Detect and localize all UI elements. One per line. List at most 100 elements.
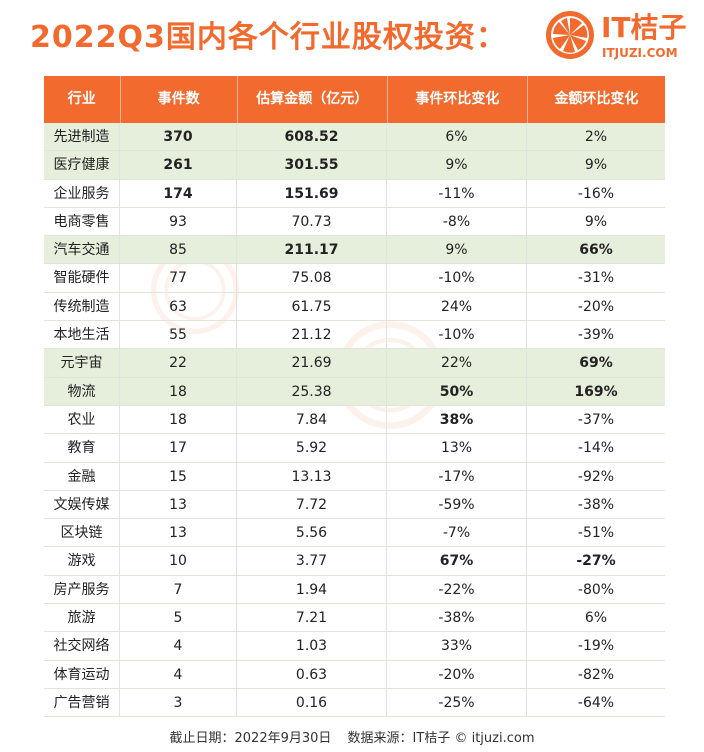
table-row: 文娱传媒 13 7.72 -59% -38% (44, 490, 665, 520)
cell-amount: 7.21 (237, 604, 387, 632)
cell-events: 370 (120, 123, 237, 151)
cell-amount: 3.77 (237, 547, 387, 575)
column-header-event-change: 事件环比变化 (388, 76, 528, 123)
cell-industry: 元宇宙 (44, 349, 120, 377)
cell-industry: 先进制造 (44, 123, 120, 151)
cell-events: 15 (120, 462, 237, 490)
cell-industry: 智能硬件 (44, 264, 120, 292)
cell-event-change: -38% (387, 604, 527, 632)
cell-events: 174 (120, 179, 237, 207)
cell-amount-change: -14% (577, 440, 615, 457)
cell-event-change: 9% (387, 151, 527, 179)
cell-amount: 151.69 (237, 179, 387, 207)
cell-event-change: 33% (387, 632, 527, 660)
cell-amount: 5.92 (237, 434, 387, 462)
cell-industry: 旅游 (44, 604, 120, 632)
cell-amount-change: -37% (577, 411, 615, 428)
cell-amount: 21.12 (237, 321, 387, 349)
cell-industry: 游戏 (44, 547, 120, 575)
cell-events: 5 (120, 604, 237, 632)
table-row: 区块链 13 5.56 -7% -51% (44, 519, 665, 548)
cell-amount: 5.56 (237, 519, 387, 547)
table-row: 农业 18 7.84 38% -37% (44, 405, 665, 435)
cell-industry: 传统制造 (44, 292, 120, 321)
cell-industry: 医疗健康 (44, 151, 120, 179)
table-row: 广告营销 3 0.16 -25% -64% (44, 688, 665, 718)
footer-note: 截止日期：2022年9月30日 数据来源：IT桔子 © itjuzi.com (0, 727, 704, 746)
column-header-events: 事件数 (121, 76, 238, 123)
table-body: 先进制造 370 608.52 6% 2% 医疗健康 261 301.55 9% 9% 企业服务 17… (44, 123, 665, 718)
cell-amount: 7.72 (237, 490, 387, 519)
cell-industry: 文娱传媒 (44, 490, 120, 519)
cell-events: 18 (120, 405, 237, 434)
cell-amount-change: 66% (579, 242, 613, 259)
cell-industry: 区块链 (44, 519, 120, 547)
table-row: 金融 15 13.13 -17% -92% (44, 462, 665, 491)
table-row: 智能硬件 77 75.08 -10% -31% (44, 264, 665, 293)
brand-logo: IT桔子 ITJUZI.COM (545, 10, 695, 64)
cell-amount: 608.52 (237, 123, 387, 151)
cell-amount-change: -64% (577, 694, 615, 711)
cell-events: 85 (120, 236, 237, 264)
cell-events: 4 (120, 660, 237, 688)
cell-event-change: -20% (387, 660, 527, 688)
cell-event-change: 9% (387, 236, 527, 264)
table-row: 教育 17 5.92 13% -14% (44, 434, 665, 463)
cell-amount-change: -20% (577, 298, 615, 315)
cell-amount-change: -27% (576, 553, 616, 570)
cell-events: 13 (120, 490, 237, 519)
cell-amount-change: -82% (577, 666, 615, 683)
table-row: 物流 18 25.38 50% 169% (44, 377, 665, 406)
cell-amount: 70.73 (237, 207, 387, 236)
footer-source: 数据来源：IT桔子 © itjuzi.com (347, 731, 535, 746)
cell-events: 77 (120, 264, 237, 292)
cell-amount-change: -51% (577, 525, 615, 542)
cell-amount: 301.55 (237, 151, 387, 179)
cell-amount: 1.03 (237, 632, 387, 660)
cell-amount: 75.08 (237, 264, 387, 292)
cell-amount-change: 6% (584, 610, 608, 627)
table-row: 社交网络 4 1.03 33% -19% (44, 632, 665, 661)
logo-subtext: ITJUZI.COM (602, 46, 678, 60)
table-header-row: 行业 事件数 估算金额（亿元） 事件环比变化 金额环比变化 (44, 76, 665, 123)
cell-industry: 物流 (44, 377, 120, 405)
cell-amount: 61.75 (237, 292, 387, 321)
page-title: 2022Q3国内各个行业股权投资： (30, 20, 507, 55)
cell-amount-change: -38% (577, 496, 615, 513)
cell-amount: 13.13 (237, 462, 387, 490)
cell-event-change: -10% (387, 264, 527, 292)
cell-event-change: -10% (387, 321, 527, 349)
cell-event-change: -25% (387, 688, 527, 717)
table-row: 传统制造 63 61.75 24% -20% (44, 292, 665, 322)
cell-amount: 211.17 (237, 236, 387, 264)
cell-event-change: 24% (387, 292, 527, 321)
cell-amount-change: -92% (577, 468, 615, 485)
table-row: 先进制造 370 608.52 6% 2% (44, 123, 665, 152)
cell-amount-change: -39% (577, 327, 615, 344)
cell-amount-change: -16% (577, 185, 615, 202)
cell-events: 93 (120, 207, 237, 236)
table-row: 医疗健康 261 301.55 9% 9% (44, 151, 665, 180)
table-row: 游戏 10 3.77 67% -27% (44, 547, 665, 576)
cell-industry: 体育运动 (44, 660, 120, 688)
cell-amount-change: 69% (579, 355, 613, 372)
cell-event-change: -11% (387, 179, 527, 207)
cell-industry: 社交网络 (44, 632, 120, 660)
cell-event-change: -7% (387, 519, 527, 547)
cell-events: 17 (120, 434, 237, 462)
cell-amount: 25.38 (237, 377, 387, 405)
column-header-industry: 行业 (44, 76, 121, 123)
cell-event-change: 22% (387, 349, 527, 377)
cell-amount: 1.94 (237, 575, 387, 604)
cell-event-change: -22% (387, 575, 527, 604)
table-row: 本地生活 55 21.12 -10% -39% (44, 321, 665, 350)
cell-amount-change: 9% (584, 213, 608, 230)
cell-amount-change: -19% (577, 638, 615, 655)
cell-industry: 本地生活 (44, 321, 120, 349)
column-header-amount: 估算金额（亿元） (238, 76, 388, 123)
cell-amount-change: -31% (577, 270, 615, 287)
cell-events: 18 (120, 377, 237, 405)
cell-event-change: -8% (387, 207, 527, 236)
cell-amount: 0.63 (237, 660, 387, 688)
cell-amount-change: 2% (584, 129, 608, 145)
